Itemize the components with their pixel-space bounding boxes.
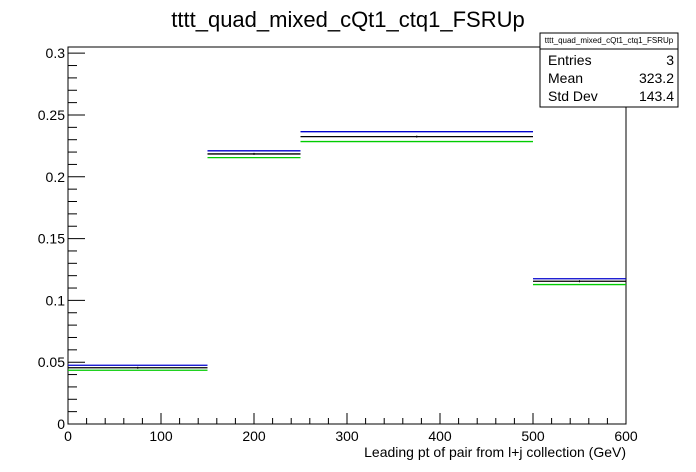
stats-entries-value: 3 (666, 52, 674, 68)
x-tick-label: 100 (149, 428, 173, 444)
stats-stddev-label: Std Dev (548, 88, 598, 104)
x-tick-label: 300 (335, 428, 359, 444)
stats-box-title: tttt_quad_mixed_cQt1_ctq1_FSRUp (545, 36, 674, 45)
stats-mean-label: Mean (548, 70, 583, 86)
y-tick-label: 0.05 (38, 354, 65, 370)
x-tick-label: 0 (64, 428, 72, 444)
y-tick-label: 0.3 (46, 45, 66, 61)
histogram-bars (68, 131, 626, 371)
y-tick-label: 0.1 (46, 292, 66, 308)
y-tick-label: 0.2 (46, 169, 66, 185)
chart-title: tttt_quad_mixed_cQt1_ctq1_FSRUp (171, 7, 524, 32)
stats-mean-value: 323.2 (639, 70, 674, 86)
y-tick-label: 0 (57, 416, 65, 432)
axes: 0 100 200 300 400 500 600 0 0.05 0.1 0.15 0.2 0.25 0.… (38, 45, 638, 444)
stats-box: tttt_quad_mixed_cQt1_ctq1_FSRUp Entries … (539, 32, 679, 108)
x-tick-label: 200 (242, 428, 266, 444)
y-tick-label: 0.25 (38, 107, 65, 123)
x-tick-label: 400 (428, 428, 452, 444)
x-tick-label: 600 (614, 428, 638, 444)
stats-stddev-value: 143.4 (639, 88, 674, 104)
y-tick-label: 0.15 (38, 231, 65, 247)
x-tick-label: 500 (521, 428, 545, 444)
stats-box-frame (539, 32, 679, 108)
stats-entries-label: Entries (548, 52, 592, 68)
x-axis-title: Leading pt of pair from l+j collection (… (364, 444, 626, 460)
